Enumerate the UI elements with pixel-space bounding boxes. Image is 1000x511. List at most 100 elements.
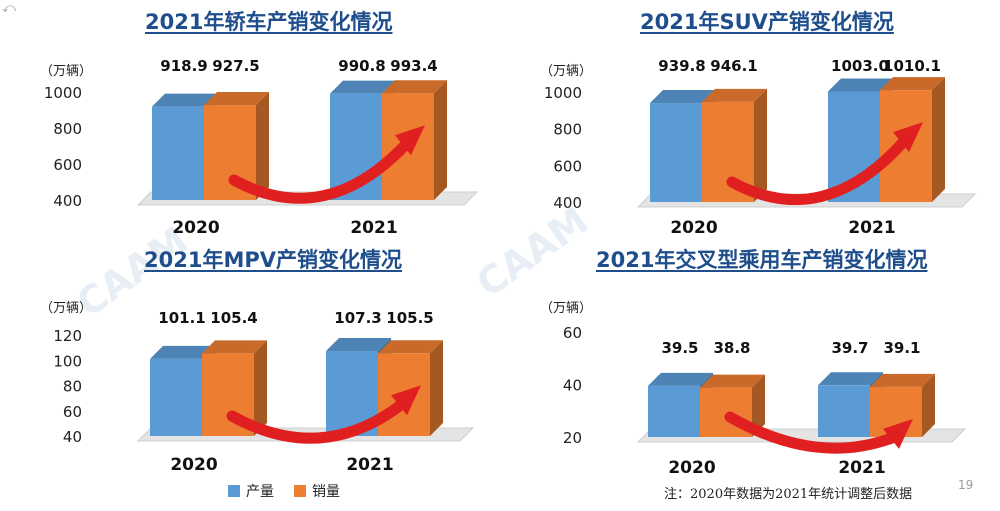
- growth-arrow: [726, 134, 911, 206]
- footnote: 注：2020年数据为2021年统计调整后数据: [664, 487, 913, 502]
- bar-side: [932, 77, 945, 202]
- chart-svg: 400 600 800 1000 918.9 927.5 2020 990.8 993.4 202…: [44, 57, 479, 238]
- back-arrow-icon[interactable]: ⤺: [2, 1, 16, 16]
- legend-swatch-sales: [294, 485, 306, 497]
- chart-suv: 400 600 800 1000 939.8 946.1 2020 1003.0 1010.1 2…: [500, 40, 1000, 245]
- chart-mpv: 40 60 80 100 120 101.1 105.4 2020 107.3 105.5 2021: [0, 280, 500, 480]
- y-tick-label: 600: [553, 157, 582, 175]
- data-label: 990.8: [338, 57, 385, 75]
- chart-title-mpv: 2021年MPV产销变化情况: [144, 248, 402, 272]
- legend-item-sales: 销量: [294, 481, 340, 501]
- y-tick-label: 100: [53, 352, 82, 370]
- bar-side: [256, 92, 269, 200]
- chart-svg: 20 40 60 39.5 38.8 2020 39.7 39.1 2021: [563, 324, 967, 478]
- bar-top: [650, 90, 715, 104]
- bar-top: [828, 78, 893, 92]
- data-label: 107.3: [334, 309, 381, 327]
- growth-arrow-head: [893, 122, 923, 153]
- y-tick-label: 400: [553, 194, 582, 212]
- bar-production: [818, 385, 870, 437]
- y-tick-label: 400: [53, 192, 82, 210]
- bar-top: [818, 372, 883, 386]
- data-label: 939.8: [658, 57, 705, 75]
- category-label: 2021: [350, 218, 397, 238]
- growth-arrow-head: [883, 418, 913, 449]
- bar-side: [254, 340, 267, 436]
- unit-label-mpv: （万辆）: [40, 301, 93, 316]
- bar-top: [152, 93, 217, 107]
- bar-top: [326, 338, 391, 352]
- category-label: 2020: [172, 218, 219, 238]
- bar-top: [648, 372, 713, 386]
- growth-arrow-head: [395, 125, 425, 156]
- bar-top: [150, 345, 215, 359]
- legend-swatch-production: [228, 485, 240, 497]
- unit-label-sedan: （万辆）: [40, 64, 93, 79]
- data-label: 39.1: [883, 339, 920, 357]
- y-tick-label: 40: [63, 428, 82, 446]
- unit-label-suv: （万辆）: [540, 64, 593, 79]
- data-label: 105.5: [386, 309, 433, 327]
- category-label: 2020: [668, 458, 715, 478]
- legend: 产量 销量: [228, 481, 340, 501]
- bar-top: [378, 340, 443, 354]
- data-label: 105.4: [210, 309, 257, 327]
- bar-top: [880, 77, 945, 91]
- data-label: 1010.1: [883, 57, 941, 75]
- y-tick-label: 40: [563, 377, 582, 395]
- bar-production: [650, 103, 702, 202]
- category-label: 2021: [346, 455, 393, 475]
- category-label: 2021: [838, 458, 885, 478]
- y-tick-label: 20: [563, 429, 582, 447]
- data-label: 946.1: [710, 57, 757, 75]
- y-tick-label: 60: [563, 324, 582, 342]
- growth-arrow: [226, 397, 409, 444]
- chart-sedan: 400 600 800 1000 918.9 927.5 2020 990.8 993.4 202…: [0, 40, 500, 245]
- bar-top: [204, 92, 269, 106]
- data-label: 993.4: [390, 57, 437, 75]
- y-tick-label: 600: [53, 156, 82, 174]
- data-label: 918.9: [160, 57, 207, 75]
- chart-title-suv: 2021年SUV产销变化情况: [640, 10, 894, 34]
- y-tick-label: 1000: [544, 84, 582, 102]
- growth-arrow: [228, 137, 413, 204]
- y-tick-label: 800: [53, 120, 82, 138]
- bar-top: [702, 88, 767, 102]
- growth-arrow-head: [391, 385, 421, 416]
- bar-production: [150, 358, 202, 436]
- data-label: 39.5: [661, 339, 698, 357]
- bar-side: [922, 373, 935, 437]
- bar-top: [870, 373, 935, 387]
- data-label: 927.5: [212, 57, 259, 75]
- bar-top: [330, 80, 395, 94]
- y-tick-label: 120: [53, 327, 82, 345]
- data-label: 101.1: [158, 309, 205, 327]
- legend-item-production: 产量: [228, 481, 274, 501]
- bar-top: [382, 80, 447, 94]
- data-label: 1003.0: [831, 57, 889, 75]
- bar-side: [430, 340, 443, 436]
- chart-title-sedan: 2021年轿车产销变化情况: [145, 10, 393, 34]
- chart-crossover: 20 40 60 39.5 38.8 2020 39.7 39.1 2021: [500, 280, 1000, 480]
- chart-svg: 40 60 80 100 120 101.1 105.4 2020 107.3 105.5 2021: [53, 309, 475, 475]
- legend-label-sales: 销量: [312, 484, 340, 500]
- bar-top: [202, 340, 267, 354]
- category-label: 2020: [670, 218, 717, 238]
- page-number: 19: [958, 478, 974, 492]
- y-tick-label: 80: [63, 378, 82, 396]
- bar-side: [754, 88, 767, 202]
- unit-label-crossover: （万辆）: [540, 301, 593, 316]
- chart-title-crossover: 2021年交叉型乘用车产销变化情况: [596, 248, 928, 272]
- bar-side: [752, 374, 765, 437]
- growth-arrow: [724, 411, 901, 454]
- y-tick-label: 1000: [44, 84, 82, 102]
- category-label: 2020: [170, 455, 217, 475]
- bar-top: [700, 374, 765, 388]
- data-label: 39.7: [831, 339, 868, 357]
- legend-label-production: 产量: [246, 484, 274, 500]
- bar-production: [648, 385, 700, 437]
- data-label: 38.8: [713, 339, 750, 357]
- y-tick-label: 60: [63, 403, 82, 421]
- bar-side: [434, 80, 447, 200]
